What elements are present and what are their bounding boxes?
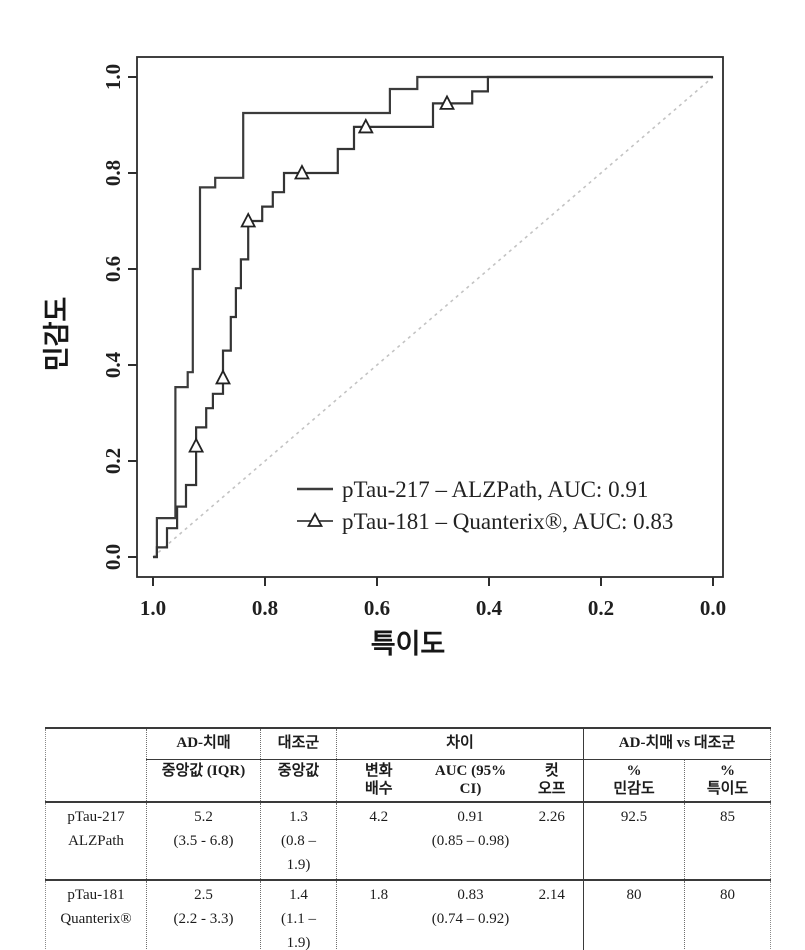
y-tick-label: 0.8 bbox=[101, 160, 125, 186]
plot-border bbox=[136, 56, 724, 578]
y-tick-label: 0.0 bbox=[101, 544, 125, 570]
y-tick-label: 0.6 bbox=[101, 256, 125, 282]
group-header-ad-vs-control: AD-치매 vs 대조군 bbox=[583, 728, 771, 760]
table-sub-header-row: 중앙값 (IQR) 중앙값 변화 배수 AUC (95% CI) 컷 오프 % … bbox=[45, 759, 771, 803]
group-header-difference: 차이 bbox=[335, 728, 584, 760]
triangle-marker bbox=[357, 117, 374, 134]
sub-header-fold-change: 변화 배수 bbox=[336, 759, 421, 803]
ptau181-fold-change: 1.8 bbox=[336, 880, 421, 950]
triangle-marker bbox=[240, 212, 257, 228]
triangle-marker bbox=[188, 437, 205, 453]
sub-header-empty bbox=[45, 759, 147, 803]
legend-triangle-icon bbox=[306, 512, 324, 527]
results-table-wrap: AD-치매 대조군 차이 AD-치매 vs 대조군 중앙값 (IQR) 중앙값 … bbox=[45, 727, 772, 950]
legend-label-ptau217: pTau-217 – ALZPath, AUC: 0.91 bbox=[342, 477, 648, 502]
sub-header-median-iqr: 중앙값 (IQR) bbox=[146, 759, 261, 803]
triangle-marker bbox=[293, 164, 310, 180]
x-tick-label: 1.0 bbox=[140, 596, 166, 620]
triangle-marker bbox=[215, 369, 231, 385]
sub-header-pct-sensitivity: % 민감도 bbox=[583, 759, 685, 803]
legend-item-ptau181: pTau-181 – Quanterix®, AUC: 0.83 bbox=[297, 509, 673, 534]
y-axis-label: 민감도 bbox=[42, 297, 72, 372]
x-tick-label: 0.6 bbox=[364, 596, 390, 620]
ptau181-sensitivity: 80 bbox=[583, 880, 685, 950]
y-tick-label: 0.4 bbox=[101, 351, 125, 378]
x-tick-label: 0.0 bbox=[700, 596, 726, 620]
x-axis-label: 특이도 bbox=[371, 629, 446, 659]
sub-header-pct-specificity: % 특이도 bbox=[684, 759, 771, 803]
y-tick-label: 1.0 bbox=[101, 64, 125, 90]
ptau181-median-control: 1.4 (1.1 – 1.9) bbox=[260, 880, 337, 950]
ptau217-auc-ci: 0.91 (0.85 – 0.98) bbox=[420, 802, 521, 881]
y-tick-label: 0.2 bbox=[101, 448, 125, 474]
group-header-control: 대조군 bbox=[260, 728, 337, 760]
results-table: AD-치매 대조군 차이 AD-치매 vs 대조군 중앙값 (IQR) 중앙값 … bbox=[45, 727, 772, 950]
ptau181-auc-ci: 0.83 (0.74 – 0.92) bbox=[431, 887, 510, 927]
sub-header-auc-ci: AUC (95% CI) bbox=[420, 759, 521, 803]
ptau181-cutoff: 2.14 bbox=[538, 887, 565, 903]
table-row-ptau217: pTau-217 ALZPath 5.2 (3.5 - 6.8) 1.3 (0.… bbox=[45, 802, 771, 881]
ptau181-median-ad: 2.5 (2.2 - 3.3) bbox=[146, 880, 261, 950]
triangle-marker bbox=[439, 94, 455, 110]
row-label-ptau217: pTau-217 ALZPath bbox=[45, 802, 147, 881]
ptau217-median-control: 1.3 (0.8 – 1.9) bbox=[260, 802, 337, 881]
group-header-empty bbox=[46, 728, 147, 759]
group-header-ad: AD-치매 bbox=[146, 728, 261, 760]
plot-generated-layer: 1.0 0.8 0.6 0.4 0.2 0.0 0.0 0.2 0.4 0.6 0.8 1.0 bbox=[101, 64, 726, 620]
x-tick-label: 0.2 bbox=[588, 596, 614, 620]
legend-label-ptau181: pTau-181 – Quanterix®, AUC: 0.83 bbox=[342, 509, 673, 534]
table-row-ptau181: pTau-181 Quanterix® 2.5 (2.2 - 3.3) 1.4 … bbox=[46, 880, 771, 950]
row-label-ptau181: pTau-181 Quanterix® bbox=[60, 887, 132, 927]
roc-chart: 1.0 0.8 0.6 0.4 0.2 0.0 0.0 0.2 0.4 0.6 0.8 1.0 특이도… bbox=[42, 56, 726, 659]
ptau217-sensitivity: 92.5 bbox=[583, 802, 685, 881]
ptau217-median-ad: 5.2 (3.5 - 6.8) bbox=[146, 802, 261, 881]
legend: pTau-217 – ALZPath, AUC: 0.91 pTau-181 –… bbox=[297, 477, 673, 534]
ptau181-specificity: 80 bbox=[684, 880, 771, 950]
roc-curve-ptau217 bbox=[153, 75, 713, 559]
table-group-header-row: AD-치매 대조군 차이 AD-치매 vs 대조군 bbox=[46, 728, 771, 760]
ptau217-cutoff: 2.26 bbox=[520, 802, 584, 881]
ptau217-fold-change: 4.2 bbox=[336, 802, 421, 881]
x-tick-label: 0.8 bbox=[252, 596, 278, 620]
ptau217-specificity: 85 bbox=[684, 802, 771, 881]
sub-header-cutoff: 컷 오프 bbox=[520, 759, 584, 803]
legend-item-ptau217: pTau-217 – ALZPath, AUC: 0.91 bbox=[297, 477, 648, 502]
x-tick-label: 0.4 bbox=[476, 596, 503, 620]
sub-header-median: 중앙값 bbox=[260, 759, 337, 803]
